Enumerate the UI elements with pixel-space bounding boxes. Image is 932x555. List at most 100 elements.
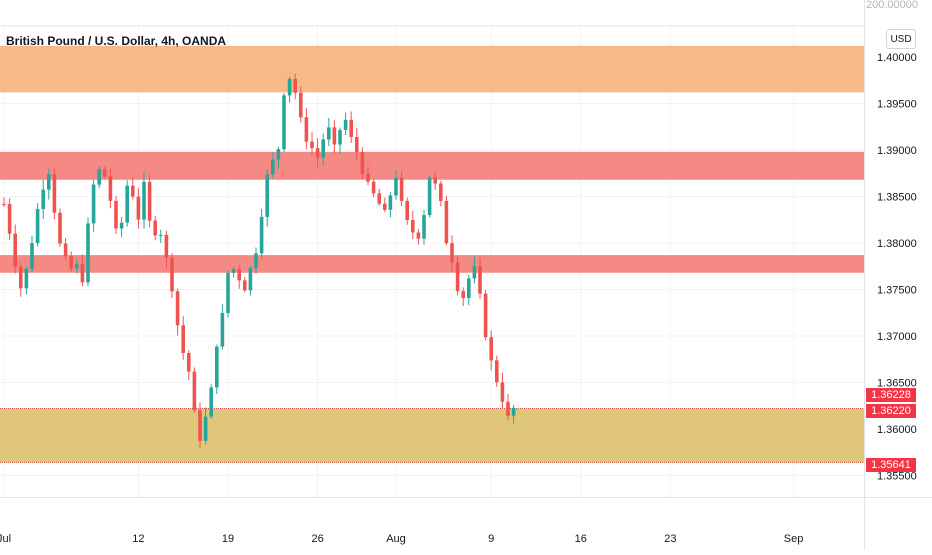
candle-down (131, 185, 135, 197)
time-tick-label: 16 (575, 533, 587, 545)
candle-down (310, 141, 314, 149)
price-tick-label: 1.38000 (877, 238, 917, 250)
candle-down (170, 257, 174, 292)
candle-down (506, 401, 510, 416)
candle-down (108, 176, 113, 201)
candle-up (203, 416, 208, 441)
candle-down (360, 152, 365, 174)
price-tick-label: 1.38500 (877, 192, 917, 204)
candle-down (80, 264, 85, 283)
symbol-title: British Pound / U.S. Dollar, 4h, OANDA (6, 34, 227, 48)
candle-down (444, 200, 449, 244)
candle-down (371, 181, 376, 194)
candle-down (355, 136, 359, 153)
candle-down (198, 410, 202, 441)
demand-zone (0, 408, 864, 463)
candle-up (220, 313, 225, 347)
candle-up (338, 129, 342, 145)
candle-down (7, 204, 12, 234)
candle-down (332, 127, 337, 145)
candle-up (254, 253, 258, 269)
candle-up (24, 268, 29, 289)
candle-down (164, 234, 169, 258)
currency-button[interactable]: USD (886, 29, 916, 49)
candle-down (478, 266, 482, 294)
candle-down (299, 92, 303, 118)
candle-up (142, 181, 146, 220)
resistance-zone (0, 255, 864, 273)
candle-down (411, 220, 415, 233)
candle-down (304, 117, 309, 142)
candle-up (327, 127, 331, 140)
candle-down (136, 196, 141, 220)
candle-up (467, 278, 471, 299)
candle-up (159, 234, 163, 236)
price-axis-top-label: 200.00000 (866, 0, 918, 11)
candle-down (377, 193, 381, 204)
candle-up (282, 95, 286, 150)
candle-up (91, 184, 96, 224)
time-tick-label: 26 (311, 533, 323, 545)
candle-down (192, 371, 197, 411)
candle-down (495, 360, 499, 383)
price-tick-label: 1.39500 (877, 99, 917, 111)
candle-up (119, 222, 124, 229)
candle-down (483, 293, 488, 338)
time-tick-label: 23 (664, 533, 676, 545)
candle-down (243, 280, 247, 291)
candle-up (86, 223, 90, 283)
candle-down (366, 173, 370, 182)
candle-up (511, 407, 516, 416)
candle-down (489, 337, 493, 361)
candle-up (47, 174, 51, 190)
candle-up (287, 78, 292, 96)
candle-down (58, 212, 62, 244)
candle-down (147, 181, 152, 221)
candle-down (383, 203, 387, 210)
candle-down (405, 200, 409, 221)
candle-down (416, 232, 421, 239)
last-price-tag: 1.36228 (866, 388, 916, 402)
candle-down (433, 177, 437, 184)
candle-down (114, 200, 118, 229)
candle-up (343, 119, 348, 130)
price-tick-label: 1.36000 (877, 424, 917, 436)
candle-up (388, 195, 393, 210)
zone-bottom-price-tag: 1.35641 (866, 458, 916, 472)
candle-down (69, 256, 73, 269)
candle-up (259, 216, 264, 254)
candle-up (276, 149, 281, 160)
candle-down (175, 291, 180, 326)
candle-up (472, 266, 477, 279)
price-tick-label: 1.40000 (877, 52, 917, 64)
price-tick-label: 1.37500 (877, 285, 917, 297)
candle-up (231, 269, 236, 273)
candle-down (153, 220, 157, 236)
candle-up (248, 268, 253, 291)
supply-zone (0, 45, 864, 93)
time-tick-label: Sep (784, 533, 804, 545)
candle-up (125, 185, 129, 223)
candle-down (455, 262, 460, 292)
candle-down (439, 183, 443, 201)
resistance-zone (0, 151, 864, 180)
candle-down (13, 233, 17, 267)
candle-down (293, 78, 297, 93)
time-tick-label: 9 (488, 533, 494, 545)
candle-up (75, 264, 79, 269)
price-tick-label: 1.36500 (877, 378, 917, 390)
time-tick-label: Jul (0, 533, 11, 545)
time-tick-label: 12 (132, 533, 144, 545)
candle-down (103, 169, 107, 177)
candle-up (35, 209, 40, 244)
candle-up (271, 159, 275, 175)
candle-up (427, 177, 432, 216)
candle-down (19, 266, 23, 289)
candle-up (265, 174, 269, 217)
candle-up (41, 189, 45, 210)
price-tick-label: 1.37000 (877, 331, 917, 343)
candle-down (63, 243, 68, 257)
candle-down (349, 119, 353, 137)
